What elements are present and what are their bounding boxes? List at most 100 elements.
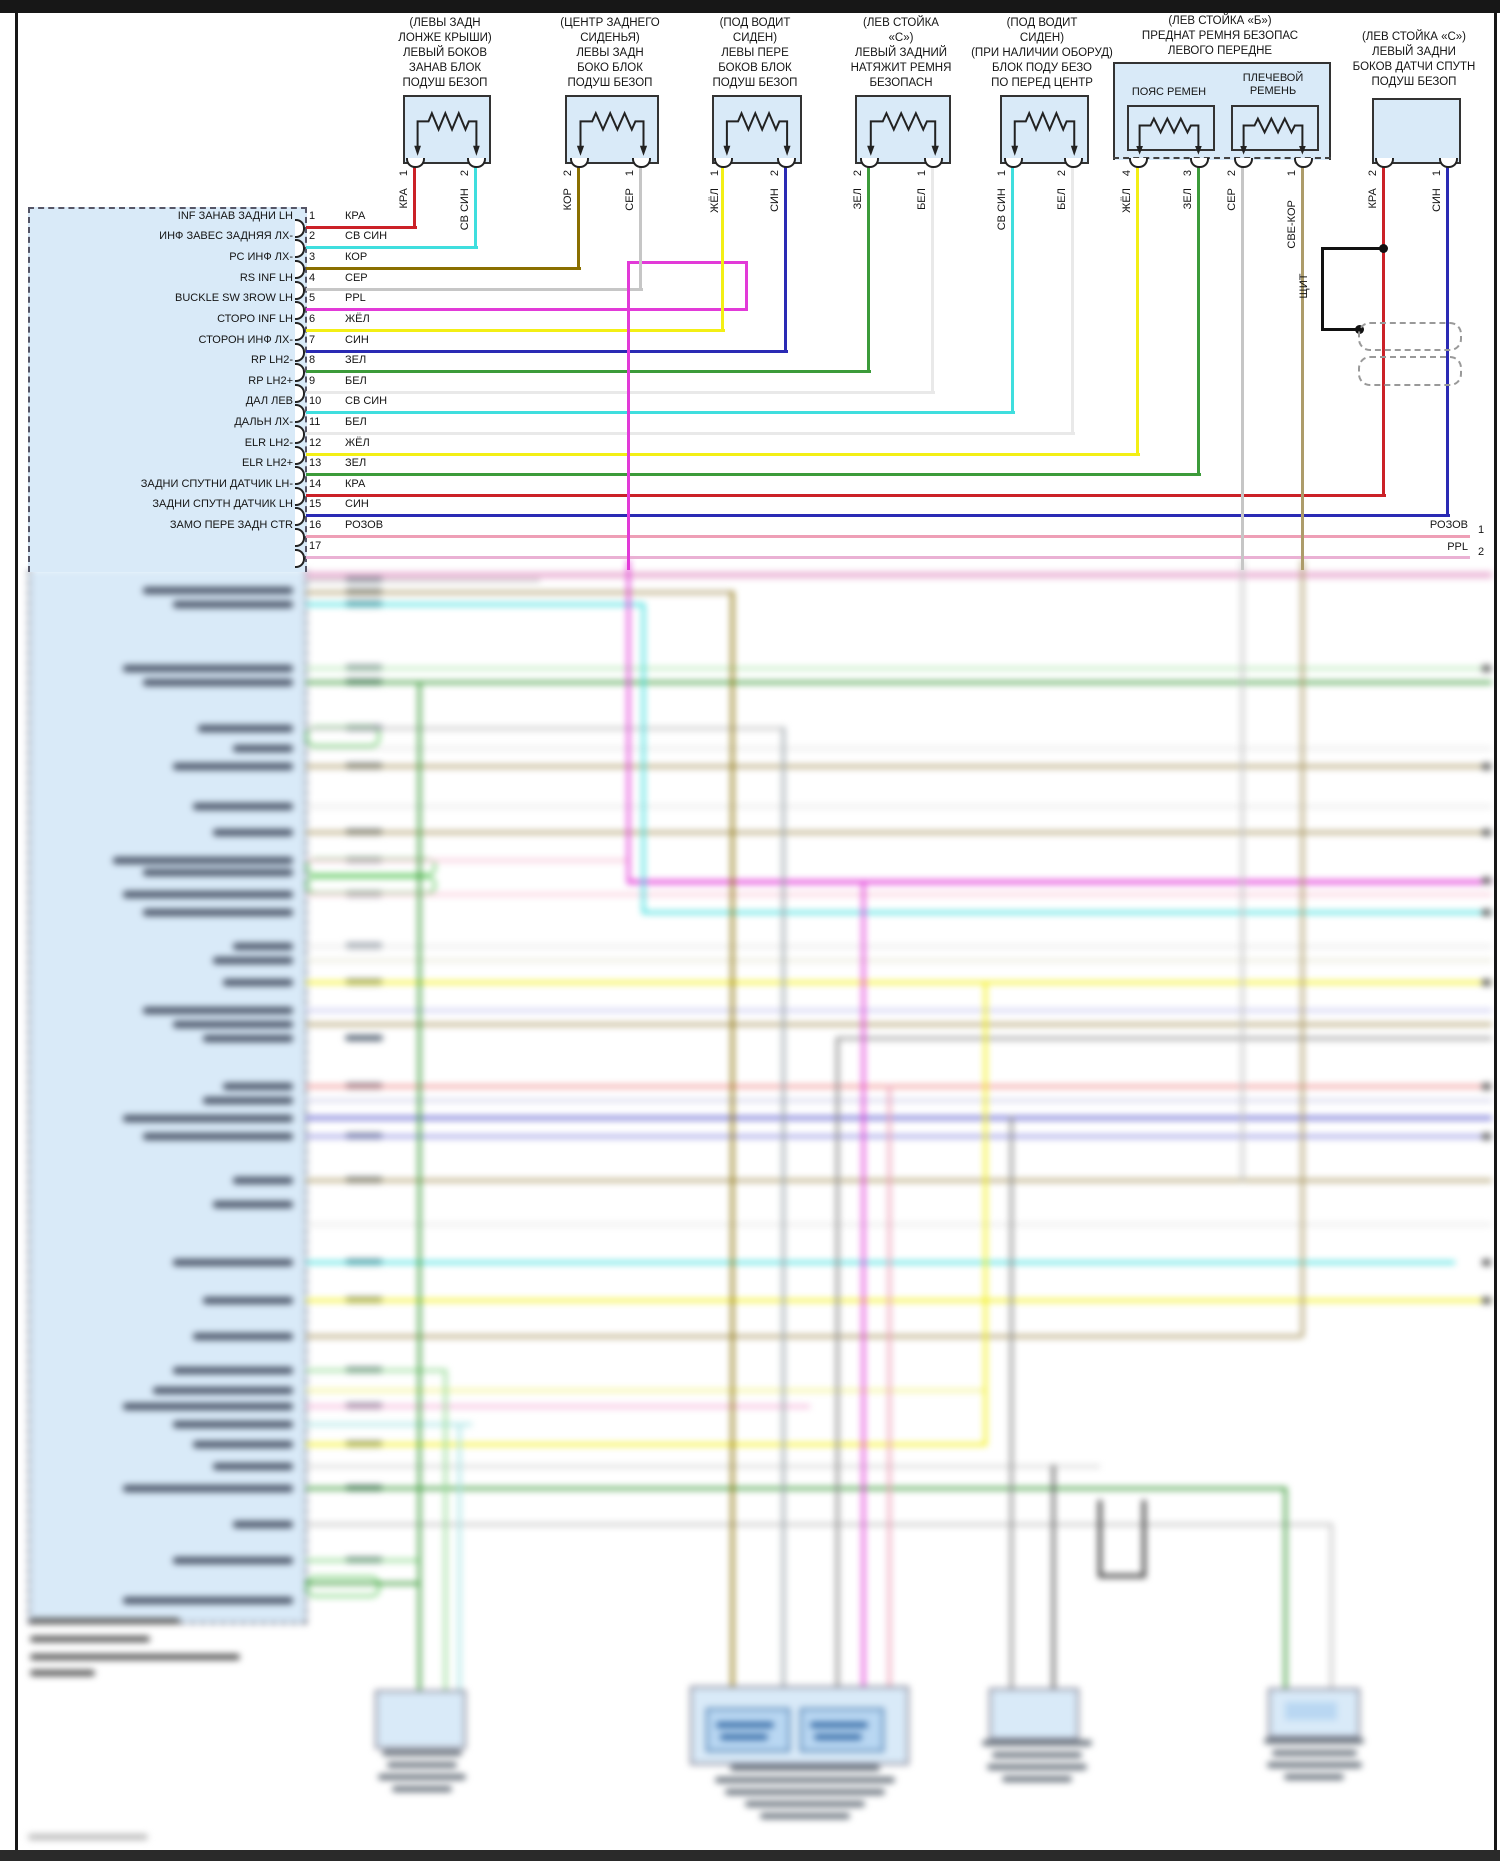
pin-number: 5 — [309, 292, 316, 304]
wire-dal-lev — [306, 411, 1015, 414]
block-row-label: RP LH2+ — [248, 375, 293, 387]
block-row-label: RP LH2- — [251, 354, 293, 366]
pin-label: СЕР 2 — [1226, 170, 1238, 211]
wire — [1197, 163, 1200, 476]
block-row-label: ДАЛЬН ЛХ- — [234, 416, 293, 428]
wire-color-label: РОЗОВ — [345, 519, 384, 531]
block-row-label: ЗАДНИ СПУТН ДАТЧИК LH — [152, 498, 293, 510]
wire-sat-plus — [306, 514, 1450, 517]
component-header: (ЛЕВ СТОЙКА «С») ЛЕВЫЙ ЗАДНИЙ НАТЯЖИТ РЕМН… — [850, 17, 952, 89]
wire-color-label: КРА — [345, 478, 366, 490]
wire — [1301, 163, 1304, 570]
block-row-label: BUCKLE SW 3ROW LH — [175, 292, 293, 304]
sub-unit-label: ПОЯС РЕМЕН — [1131, 86, 1207, 98]
wire — [867, 163, 870, 373]
wire — [1241, 163, 1244, 570]
wire-color-label: КРА — [345, 210, 366, 222]
pin-number: 2 — [309, 230, 316, 242]
wire-buckle-sw — [306, 308, 747, 311]
pin-number: 16 — [309, 519, 322, 531]
pin-label: КРА 2 — [1367, 170, 1379, 209]
component-rear-pretensioner-box — [855, 95, 951, 164]
component-header: (ЛЕВЫ ЗАДН ЛОНЖЕ КРЫШИ) ЛЕВЫЙ БОКОВ ЗАНАВ … — [398, 17, 492, 89]
pin-number: 1 — [309, 210, 316, 222]
resistor-icon — [1240, 105, 1306, 155]
shield-wire — [1321, 247, 1324, 331]
pin-label: ЗЕЛ 3 — [1182, 170, 1194, 210]
exit-color-label: PPL — [1447, 541, 1468, 553]
exit-color-label: РОЗОВ — [1429, 519, 1468, 531]
pin-number: 14 — [309, 478, 322, 490]
connector-block — [28, 207, 307, 572]
blurred-lower-region — [0, 560, 1500, 1861]
block-row-label: RS INF LH — [239, 272, 293, 284]
wire — [577, 163, 580, 270]
wire-color-label: СВ СИН — [345, 395, 388, 407]
wire-color-label: ЗЕЛ — [345, 354, 367, 366]
component-satellite-sensor-box — [1372, 98, 1461, 164]
resistor-icon — [723, 97, 791, 156]
wire — [1446, 163, 1449, 517]
junction-dot — [1379, 244, 1388, 253]
component-curtain-airbag-box — [403, 95, 491, 164]
wire — [413, 163, 416, 229]
wire-color-label: ЖЁЛ — [345, 313, 370, 325]
wire-color-label: БЕЛ — [345, 416, 367, 428]
resistor-icon — [1011, 97, 1078, 156]
wire — [784, 163, 787, 353]
pin-label: БЕЛ 1 — [916, 170, 928, 210]
block-row-label: СТОРОН ИНФ ЛХ- — [198, 334, 294, 346]
wire-color-label: СВ СИН — [345, 230, 388, 242]
wire-inf-zanav — [306, 226, 417, 229]
bottom-box-a — [375, 1690, 466, 1749]
wire-row17 — [306, 556, 1470, 559]
pin-label: СИН 1 — [1431, 170, 1443, 212]
component-header: (ПОД ВОДИТ СИДЕН) ЛЕВЫ ПЕРЕ БОКОВ БЛОК ПОД… — [712, 17, 798, 89]
wire-zamo — [306, 535, 1470, 538]
block-row-label: ИНФ ЗАВЕС ЗАДНЯЯ ЛХ- — [159, 230, 293, 242]
exit-pin-number: 1 — [1478, 524, 1485, 536]
wire-color-label: БЕЛ — [345, 375, 367, 387]
wire — [1011, 163, 1014, 414]
wire-color-label: СИН — [345, 334, 369, 346]
resistor-icon — [414, 97, 480, 156]
pin-number: 10 — [309, 395, 322, 407]
resistor-icon — [1136, 105, 1202, 155]
pin-label: СВЕ-КОР 1 — [1286, 170, 1298, 249]
shield-label: ЩИТ — [1298, 273, 1310, 299]
shield-wire — [1323, 247, 1385, 250]
pin-label: СВ СИН 2 — [459, 170, 471, 231]
wire-color-label: PPL — [345, 292, 366, 304]
pin-label: ЖЁЛ 4 — [1121, 170, 1133, 213]
inline-connector — [1358, 322, 1462, 351]
wire — [474, 163, 477, 249]
wire-sat-minus — [306, 494, 1386, 497]
block-row-label: СТОРО INF LH — [217, 313, 293, 325]
pin-number: 4 — [309, 272, 316, 284]
dashed-bottom-edge — [1113, 157, 1331, 159]
pin-label: ЖЁЛ 1 — [709, 170, 721, 213]
block-row-label: ELR LH2- — [244, 437, 293, 449]
wire-rs-inf — [306, 288, 643, 291]
component-rear-side-airbag-box — [565, 95, 659, 164]
block-row-label: ЗАМО ПЕРЕ ЗАДН CTR — [169, 519, 293, 531]
wire-rp-plus — [306, 391, 935, 394]
component-header: (ЛЕВ СТОЙКА «С») ЛЕВЫЙ ЗАДНИ БОКОВ ДАТЧИ … — [1352, 31, 1476, 88]
pin-label: СЕР 1 — [624, 170, 636, 211]
pin-number: 11 — [309, 416, 321, 428]
wire-daln — [306, 432, 1075, 435]
pin-number: 8 — [309, 354, 316, 366]
wire-color-label: СЕР — [345, 272, 368, 284]
component-header: (ЛЕВ СТОЙКА «Б») ПРЕДНАТ РЕМНЯ БЕЗОПАС ЛЕ… — [1141, 15, 1299, 57]
wire — [1382, 163, 1385, 497]
component-header: (ПОД ВОДИТ СИДЕН) (ПРИ НАЛИЧИИ ОБОРУД) БЛО… — [971, 17, 1113, 89]
wire-color-label: ЖЁЛ — [345, 437, 370, 449]
block-row-label: INF ЗАНАВ ЗАДНИ LH — [177, 210, 293, 222]
wire-rs-inf-m — [306, 267, 581, 270]
pin-label: КРА 1 — [398, 170, 410, 209]
wire-inf-zaves — [306, 246, 478, 249]
pin-number: 9 — [309, 375, 316, 387]
pin-number: 6 — [309, 313, 316, 325]
pin-label: БЕЛ 2 — [1056, 170, 1068, 210]
